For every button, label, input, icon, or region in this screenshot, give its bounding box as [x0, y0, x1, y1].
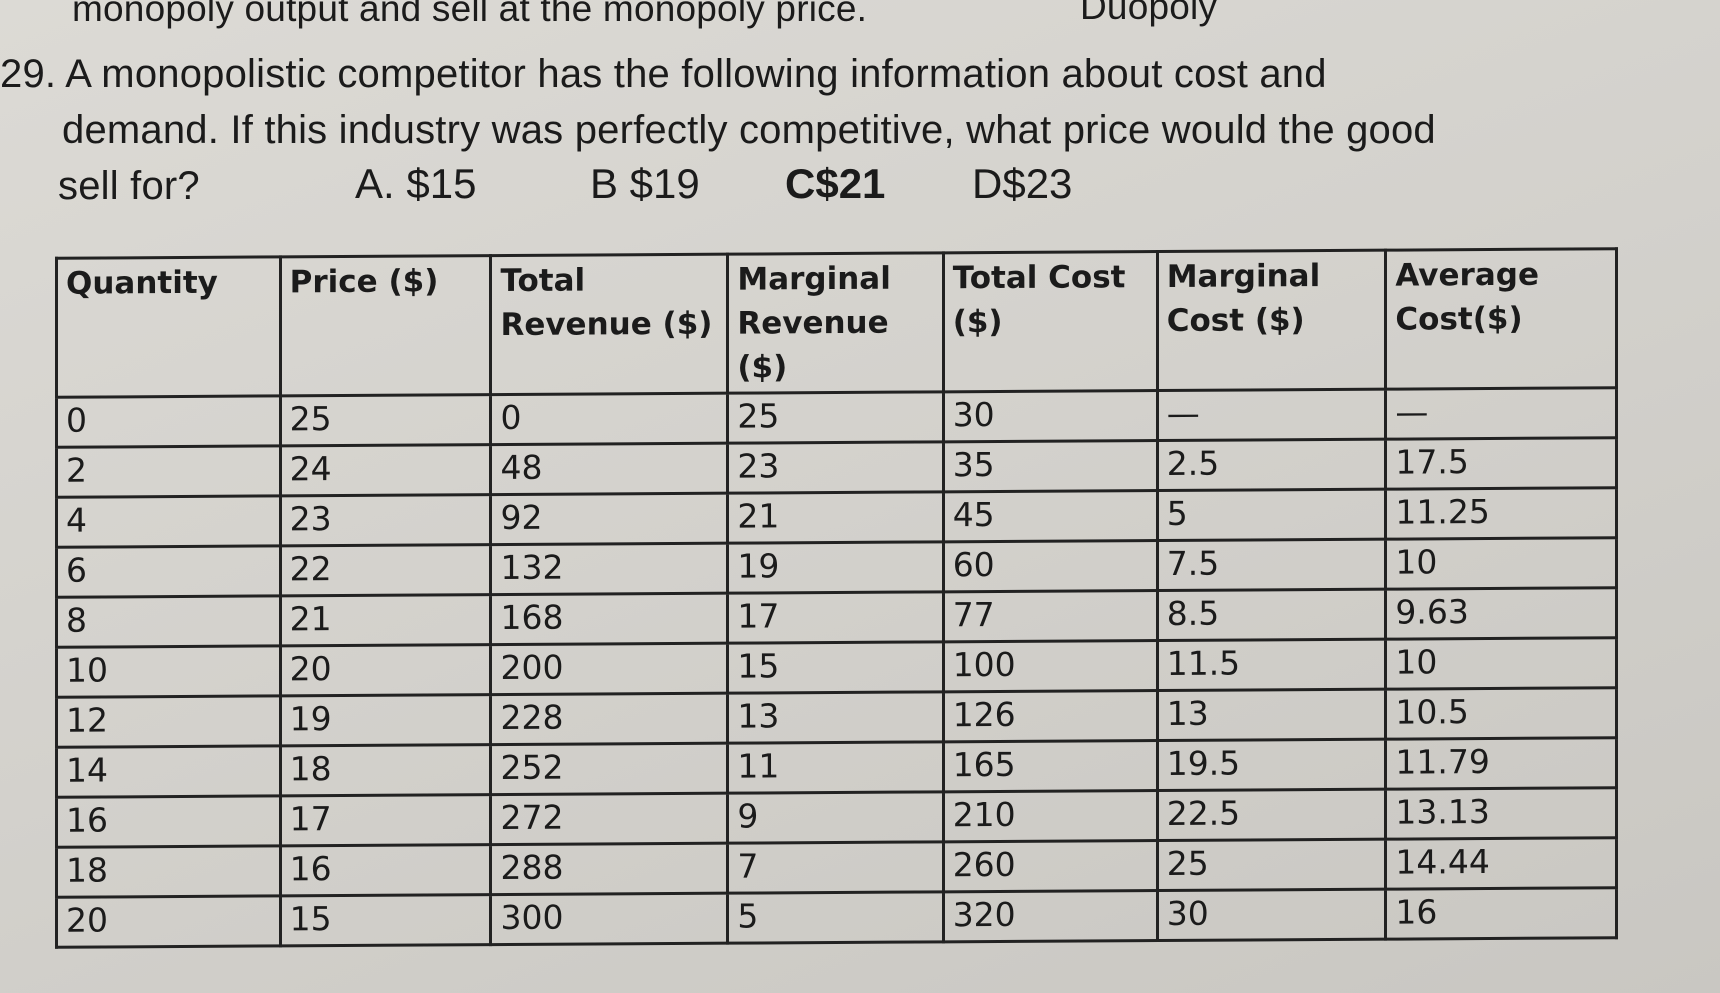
table-cell: 2 [56, 445, 281, 498]
cost-demand-table: Quantity Price ($) Total Revenue ($) Margin… [55, 247, 1618, 949]
table-cell: 23 [727, 441, 944, 494]
table-cell: 14.44 [1385, 837, 1617, 890]
table-cell: 14 [56, 745, 281, 798]
table-cell: 5 [1157, 489, 1386, 541]
table-cell: 10 [56, 645, 281, 698]
option-b: B $19 [590, 160, 700, 207]
table-cell: 126 [943, 690, 1158, 742]
table-cell: 24 [280, 444, 491, 496]
table-cell: 228 [490, 693, 728, 745]
table-cell: 11.5 [1157, 639, 1386, 691]
table-cell: 20 [280, 644, 491, 696]
table-cell: — [1157, 389, 1386, 441]
table-cell: 7.5 [1157, 539, 1386, 591]
table-cell: 19 [727, 541, 944, 594]
table-cell: 4 [56, 495, 281, 548]
table-cell: 252 [490, 743, 728, 795]
table-cell: 77 [943, 590, 1158, 642]
table-cell: 165 [943, 740, 1158, 792]
table-cell: 60 [943, 540, 1158, 592]
table-cell: 6 [56, 545, 281, 598]
table-cell: 13 [1157, 689, 1386, 741]
table-cell: 22.5 [1157, 789, 1386, 841]
table-cell: 9.63 [1385, 587, 1617, 640]
table-cell: 0 [56, 395, 281, 448]
table-cell: 10 [1385, 537, 1617, 590]
table-cell: 7 [727, 841, 944, 894]
table-cell: 5 [727, 891, 944, 944]
table-cell: 300 [490, 893, 728, 945]
option-a: A. $15 [355, 160, 477, 207]
table-cell: 288 [490, 843, 728, 895]
previous-question-label: Duopoly [1080, 0, 1218, 27]
column-header: Quantity [56, 256, 281, 398]
table-cell: 17 [280, 794, 491, 846]
table-cell: 11.79 [1385, 737, 1617, 790]
table-row: 20 15 300 5 320 30 16 [56, 887, 1617, 948]
table-cell: 45 [943, 490, 1158, 542]
table-cell: 25 [1157, 839, 1386, 891]
table-cell: 11.25 [1385, 487, 1617, 540]
table-cell: 17.5 [1385, 437, 1617, 490]
table-cell: 15 [280, 894, 491, 946]
table-cell: 19.5 [1157, 739, 1386, 791]
table-cell: 23 [280, 494, 491, 546]
table-cell: 18 [280, 744, 491, 796]
table-cell: 30 [1157, 889, 1386, 941]
table-cell: 13.13 [1385, 787, 1617, 840]
table-cell: 22 [280, 544, 491, 596]
table-cell: 10.5 [1385, 687, 1617, 740]
table-cell: 19 [280, 694, 491, 746]
table-cell: 11 [727, 741, 944, 794]
table-cell: 10 [1385, 637, 1617, 690]
table-cell: 272 [490, 793, 728, 845]
column-header: Total Cost ($) [943, 251, 1158, 392]
question-line-1: 29. A monopolistic competitor has the fo… [0, 52, 1327, 96]
table-cell: 320 [943, 890, 1158, 942]
table-cell: 30 [943, 390, 1158, 442]
table-cell: — [1385, 387, 1617, 440]
option-c: C$21 [785, 160, 886, 207]
column-header: Total Revenue ($) [490, 254, 728, 395]
table-cell: 17 [727, 591, 944, 644]
table-cell: 8 [56, 595, 281, 648]
previous-question-text: monopoly output and sell at the monopoly… [72, 0, 868, 29]
table-cell: 16 [56, 795, 281, 848]
table-cell: 92 [490, 493, 728, 545]
table-cell: 21 [280, 594, 491, 646]
table-cell: 16 [1385, 887, 1617, 940]
table-cell: 15 [727, 641, 944, 694]
question-line-2: demand. If this industry was perfectly c… [62, 108, 1436, 152]
table-cell: 9 [727, 791, 944, 844]
table-cell: 0 [490, 393, 728, 445]
column-header: Price ($) [280, 255, 491, 396]
table-cell: 8.5 [1157, 589, 1386, 641]
column-header: Average Cost($) [1385, 248, 1617, 390]
table-cell: 12 [56, 695, 281, 748]
column-header: Marginal Revenue ($) [727, 252, 944, 394]
question-line-3: sell for? [58, 164, 200, 208]
table-cell: 200 [490, 643, 728, 695]
table-cell: 260 [943, 840, 1158, 892]
table-cell: 20 [56, 895, 281, 948]
table-cell: 25 [727, 391, 944, 444]
table-cell: 13 [727, 691, 944, 744]
table-cell: 18 [56, 845, 281, 898]
table-cell: 132 [490, 543, 728, 595]
table-cell: 16 [280, 844, 491, 896]
table-cell: 2.5 [1157, 439, 1386, 491]
table-cell: 210 [943, 790, 1158, 842]
table-cell: 48 [490, 443, 728, 495]
table-cell: 100 [943, 640, 1158, 692]
option-d: D$23 [972, 160, 1073, 207]
table-cell: 25 [280, 394, 491, 446]
table-cell: 35 [943, 440, 1158, 492]
column-header: Marginal Cost ($) [1157, 250, 1386, 391]
table-cell: 21 [727, 491, 944, 544]
table-cell: 168 [490, 593, 728, 645]
